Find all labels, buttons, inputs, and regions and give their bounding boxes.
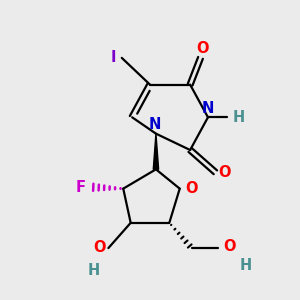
Text: N: N <box>148 117 160 132</box>
Text: N: N <box>202 101 214 116</box>
Text: H: H <box>239 258 251 273</box>
Polygon shape <box>153 134 159 169</box>
Text: O: O <box>93 240 105 255</box>
Text: H: H <box>87 263 100 278</box>
Text: I: I <box>111 50 116 65</box>
Text: O: O <box>218 165 231 180</box>
Text: H: H <box>232 110 245 125</box>
Text: O: O <box>185 181 198 196</box>
Text: O: O <box>196 41 208 56</box>
Text: F: F <box>75 180 85 195</box>
Text: O: O <box>223 239 235 254</box>
